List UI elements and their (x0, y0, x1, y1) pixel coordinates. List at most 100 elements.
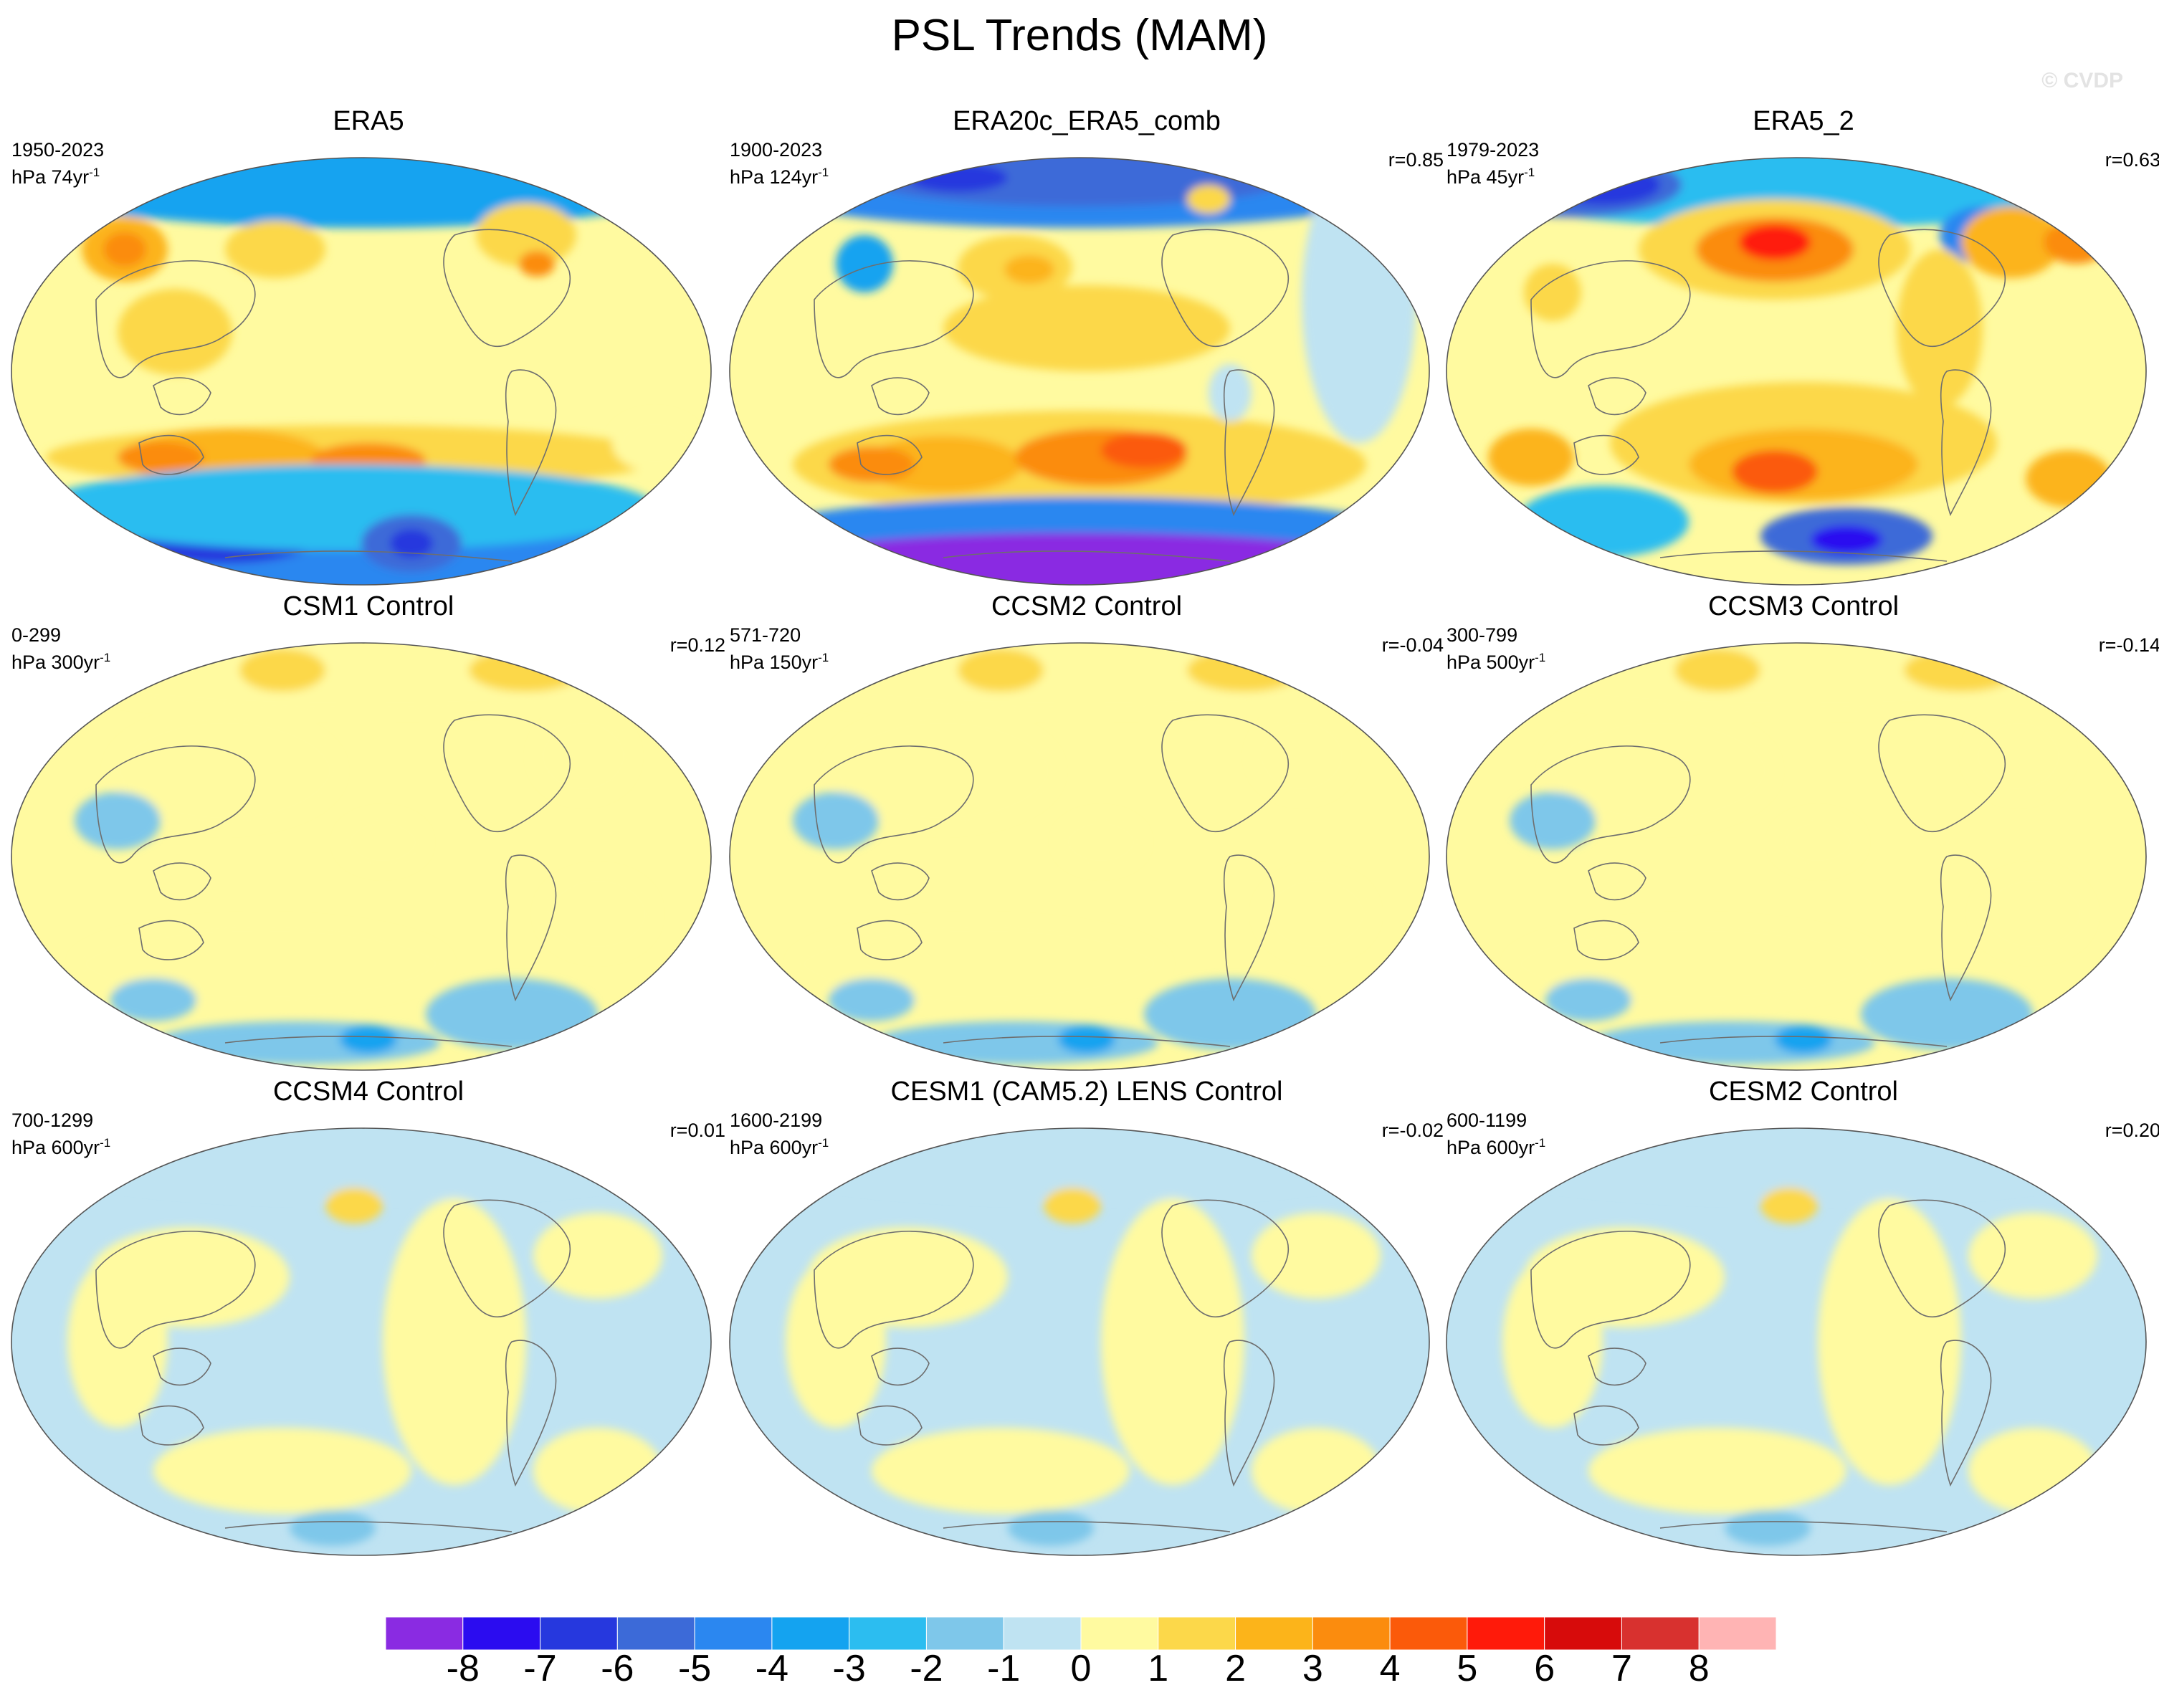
coastline (1940, 854, 1992, 1002)
trend-contour (118, 442, 204, 473)
coastline (814, 745, 974, 864)
map-panel: CCSM4 Control 700-1299 hPa 600yr-1 r=0.01 (10, 1077, 727, 1564)
trend-contour (325, 1188, 383, 1223)
trend-contour (786, 1256, 886, 1428)
panel-period: 700-1299 (11, 1110, 94, 1131)
panel-units-text: hPa 45yr (1447, 166, 1525, 188)
trend-contour (1302, 158, 1416, 443)
coastline (1588, 862, 1646, 901)
trend-contour (1187, 185, 1230, 214)
trend-contour (67, 1256, 168, 1428)
panel-correlation: r=0.63 (2105, 149, 2159, 171)
coastline (443, 1199, 571, 1318)
colorbar-box (1158, 1617, 1236, 1650)
coastline (505, 369, 557, 517)
trend-contour (829, 447, 915, 482)
colorbar-box (1698, 1617, 1776, 1650)
map-outline (11, 642, 712, 1071)
panel-title: CCSM3 Control (1707, 591, 1900, 621)
colorbar-tick-label: 3 (1302, 1648, 1323, 1689)
panel-units-text: hPa 300yr (11, 652, 100, 673)
coastline (1659, 1036, 1948, 1047)
trend-contour (239, 649, 325, 692)
coastline (1530, 260, 1691, 378)
panel-units: hPa 150yr-1 (730, 647, 829, 674)
panel-units-exponent: -1 (100, 1136, 111, 1150)
panel-correlation: r=-0.02 (1381, 1120, 1444, 1141)
trend-contour (540, 871, 655, 957)
panel-units-text: hPa 600yr (11, 1137, 100, 1158)
trend-contour (829, 978, 915, 1021)
panel-units: hPa 74yr-1 (11, 161, 100, 189)
map-outline (1446, 642, 2147, 1071)
coastline (1878, 229, 2006, 348)
map-panel: CESM2 Control 600-1199 hPa 600yr-1 r=0.20 (1445, 1077, 2159, 1564)
trend-contour (1008, 1510, 1094, 1546)
panel-period: 1950-2023 (11, 139, 105, 161)
coastline (1161, 714, 1290, 833)
map-panel: CESM1 (CAM5.2) LENS Control 1600-2199 hPa … (728, 1077, 1445, 1564)
colorbar-box (1235, 1617, 1313, 1650)
trend-contour (533, 1428, 662, 1514)
trend-contour (793, 792, 879, 849)
coastline (871, 377, 930, 416)
panel-correlation: r=0.85 (1388, 149, 1444, 171)
coastline (1659, 1521, 1948, 1532)
trend-contour (1545, 165, 1660, 205)
trend-contour (533, 1213, 662, 1299)
panel-correlation: r=0.20 (2105, 1120, 2159, 1141)
trend-contour (340, 1025, 397, 1054)
panel-period: 1979-2023 (1447, 139, 1540, 161)
coastline (943, 1036, 1231, 1047)
trend-contour (1517, 486, 1689, 558)
colorbar-tick-label: -1 (987, 1648, 1021, 1689)
panel-units-exponent: -1 (1535, 651, 1546, 664)
trend-contour (1101, 1198, 1244, 1485)
trend-contour (1775, 814, 1861, 871)
coastline (1659, 550, 1948, 562)
colorbar-box (925, 1617, 1004, 1650)
panel-units-exponent: -1 (818, 1136, 829, 1150)
map-outline (11, 1127, 712, 1556)
trend-contour (103, 232, 146, 267)
trend-contour (1588, 1428, 1846, 1514)
trend-contour (39, 464, 655, 550)
trend-contour (110, 978, 196, 1021)
colorbar-box (1467, 1617, 1545, 1650)
colorbar-box (1312, 1617, 1391, 1650)
map-panel: ERA20c_ERA5_comb 1900-2023 hPa 124yr-1 r=0.… (728, 106, 1445, 593)
robinson-map (729, 157, 1430, 586)
panel-units-exponent: -1 (818, 166, 829, 179)
colorbar-tick-label: -7 (523, 1648, 557, 1689)
coastline (1161, 229, 1290, 348)
coastline (1588, 377, 1646, 416)
colorbar-box (1080, 1617, 1159, 1650)
coastline (505, 1340, 557, 1487)
trend-contour (958, 649, 1044, 692)
panel-period: 1900-2023 (730, 139, 823, 161)
coastline (153, 377, 211, 416)
robinson-map (1446, 642, 2147, 1071)
coastline (871, 1347, 930, 1386)
map-panel: ERA5 1950-2023 hPa 74yr-1 (10, 106, 727, 593)
trend-contour (75, 792, 161, 849)
colorbar-tick-label: -4 (755, 1648, 788, 1689)
coastline (224, 1521, 513, 1532)
robinson-map (11, 1127, 712, 1556)
robinson-map (1446, 1127, 2147, 1556)
map-panel: ERA5_2 1979-2023 hPa 45yr-1 r=0.63 (1445, 106, 2159, 593)
map-outline (729, 1127, 1430, 1556)
coastline (1588, 1347, 1646, 1386)
trend-contour (1524, 264, 1581, 321)
coastline (1940, 369, 1992, 517)
trend-contour (829, 713, 1058, 828)
trend-contour (1725, 1510, 1811, 1546)
trend-contour (519, 251, 555, 277)
coastline (224, 1036, 513, 1047)
colorbar-tick-label: -6 (601, 1648, 634, 1689)
trend-contour (1897, 249, 1983, 407)
trend-contour (764, 533, 1395, 585)
coastline (814, 260, 974, 378)
panel-units-exponent: -1 (89, 166, 100, 179)
trend-contour (1674, 649, 1760, 692)
